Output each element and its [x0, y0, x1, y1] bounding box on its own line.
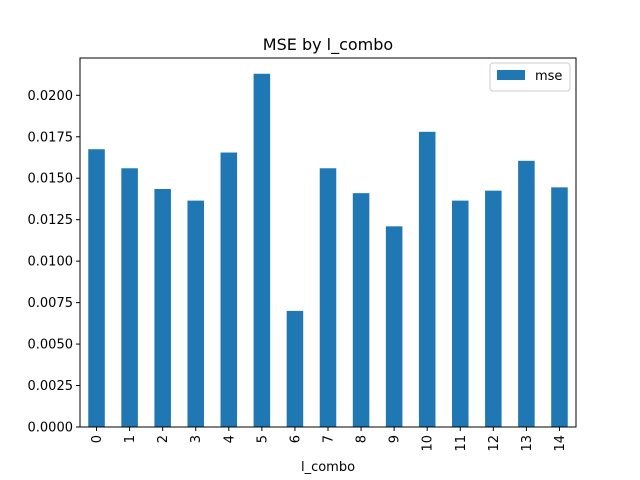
bar-8: [352, 193, 370, 427]
bar-1: [121, 168, 138, 427]
bar-9: [385, 226, 403, 427]
x-tick-label-4: 4: [222, 435, 237, 443]
y-tick-label-8: 0.0200: [28, 89, 74, 104]
bar-14: [551, 187, 568, 427]
x-tick-label-5: 5: [255, 435, 270, 443]
x-tick-label-2: 2: [156, 435, 171, 443]
plot-frame: [79, 57, 577, 428]
x-tick-label-7: 7: [322, 435, 337, 443]
x-tick-label-11: 11: [454, 435, 469, 452]
x-tick-label-6: 6: [288, 435, 303, 443]
bar-4: [220, 152, 238, 427]
y-tick-label-5: 0.0125: [28, 213, 74, 228]
legend-swatch: [497, 70, 525, 80]
x-tick-label-10: 10: [421, 435, 436, 452]
y-tick-label-4: 0.0100: [28, 255, 74, 270]
x-tick-label-14: 14: [553, 435, 568, 452]
y-tick-label-7: 0.0175: [28, 130, 74, 145]
bar-5: [253, 73, 271, 427]
bar-10: [418, 131, 436, 428]
y-tick-label-6: 0.0150: [28, 172, 74, 187]
x-tick-label-12: 12: [487, 435, 502, 452]
legend-label-mse: mse: [535, 69, 562, 84]
bars-group: [88, 73, 568, 428]
bar-0: [88, 149, 105, 427]
bar-11: [452, 200, 469, 427]
bar-13: [518, 160, 535, 427]
y-tick-label-1: 0.0025: [28, 379, 74, 394]
bar-7: [319, 168, 337, 427]
x-tick-label-9: 9: [388, 435, 403, 443]
x-tick-label-13: 13: [520, 435, 535, 452]
y-tick-label-3: 0.0075: [28, 296, 74, 311]
x-tick-label-3: 3: [189, 435, 204, 443]
bar-6: [286, 310, 304, 427]
x-tick-label-8: 8: [355, 435, 370, 443]
bar-3: [187, 200, 204, 427]
chart-title: MSE by l_combo: [263, 35, 393, 55]
bar-12: [485, 190, 502, 427]
x-tick-label-0: 0: [90, 435, 105, 443]
x-axis: 0 1 2 3 4 5 6 7 8 9 10 11 12 13 14: [90, 427, 568, 452]
legend: mse: [489, 62, 571, 92]
x-tick-label-1: 1: [123, 435, 138, 443]
y-tick-label-2: 0.0050: [28, 338, 74, 353]
x-axis-label: l_combo: [301, 460, 355, 475]
y-axis: 0.0000 0.0025 0.0050 0.0075 0.0100 0.0125 0.01…: [28, 89, 80, 436]
y-tick-label-0: 0.0000: [28, 421, 74, 436]
bar-2: [154, 189, 171, 427]
